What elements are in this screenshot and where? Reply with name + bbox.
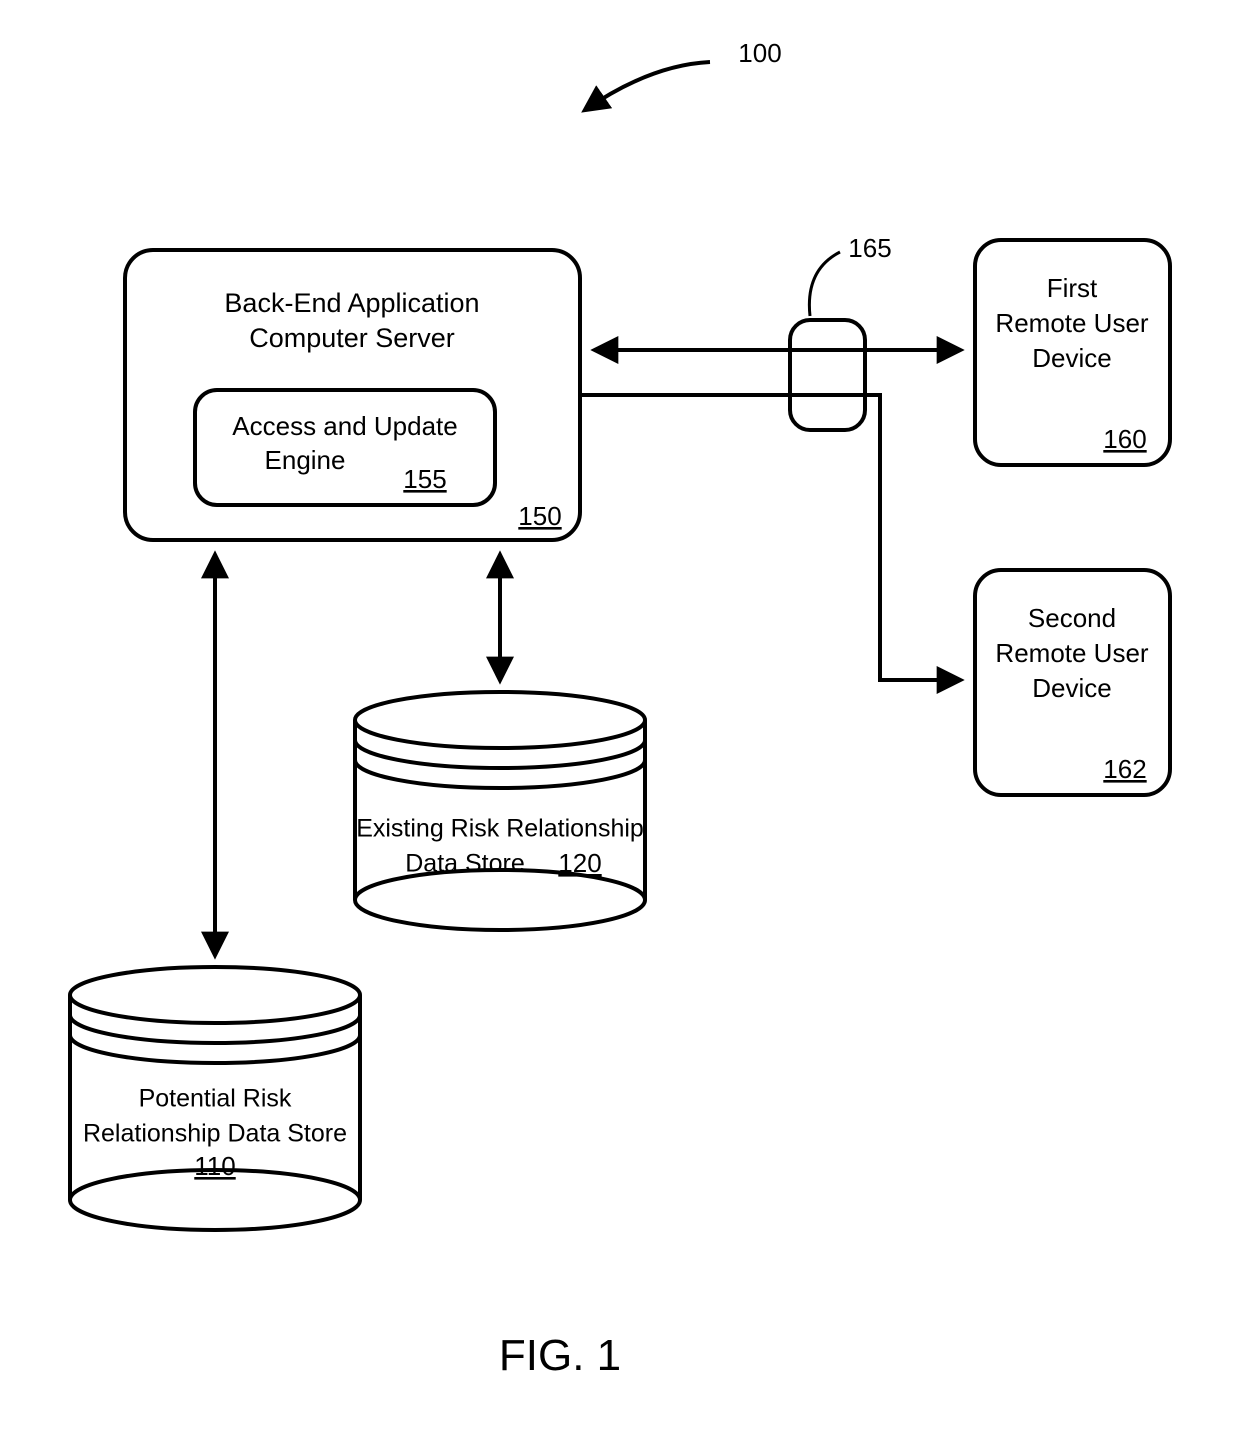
store2-label-2: Data Store (405, 850, 525, 878)
device2-ref: 162 (1103, 754, 1146, 784)
figure-ref-arrow: 100 (585, 38, 782, 110)
device2-node: Second Remote User Device 162 (975, 570, 1170, 795)
server-label-2: Computer Server (249, 323, 455, 353)
device2-label-1: Second (1028, 603, 1116, 633)
store1-label-1: Potential Risk (139, 1085, 292, 1113)
device1-label-3: Device (1032, 343, 1111, 373)
engine-label-2: Engine (265, 445, 346, 475)
server-ref: 150 (518, 501, 561, 531)
server-node: Back-End Application Computer Server 150… (125, 250, 580, 540)
figure-caption: FIG. 1 (499, 1331, 621, 1380)
firewall-ref: 165 (848, 233, 891, 263)
edge-server-device2 (580, 395, 960, 680)
server-label-1: Back-End Application (224, 288, 479, 318)
firewall-node: 165 (790, 233, 892, 430)
engine-label-1: Access and Update (232, 411, 457, 441)
device2-label-2: Remote User (995, 638, 1148, 668)
store2-ref: 120 (558, 848, 601, 878)
store1-label-2: Relationship Data Store (83, 1120, 347, 1148)
device1-node: First Remote User Device 160 (975, 240, 1170, 465)
device1-ref: 160 (1103, 424, 1146, 454)
store2-node: Existing Risk Relationship Data Store 12… (355, 692, 645, 930)
diagram-canvas: 100 Back-End Application Computer Server… (0, 0, 1240, 1437)
figure-ref-label: 100 (738, 38, 781, 68)
device1-label-1: First (1047, 273, 1098, 303)
device1-label-2: Remote User (995, 308, 1148, 338)
store2-label-1: Existing Risk Relationship (356, 815, 644, 843)
store1-ref: 110 (194, 1151, 235, 1181)
store1-node: Potential Risk Relationship Data Store 1… (70, 967, 360, 1230)
device2-label-3: Device (1032, 673, 1111, 703)
engine-ref: 155 (403, 464, 446, 494)
